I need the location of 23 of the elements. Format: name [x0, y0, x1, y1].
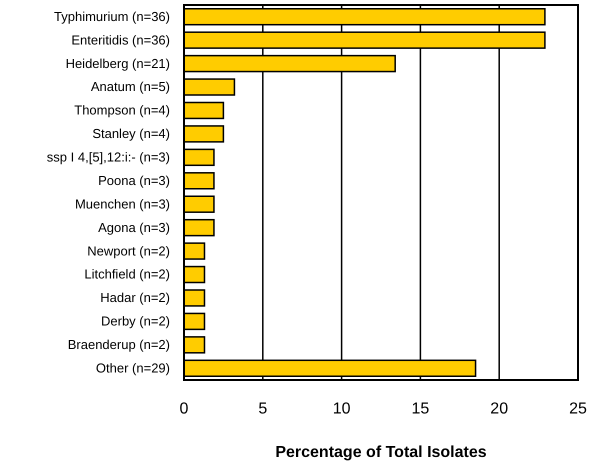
- x-tick-label: 20: [490, 400, 508, 418]
- y-tick-label: Braenderup (n=2): [68, 337, 170, 352]
- y-tick-label: Hadar (n=2): [100, 290, 170, 306]
- x-tick-label: 10: [332, 400, 351, 418]
- x-axis-title: Percentage of Total Isolates: [275, 444, 487, 461]
- y-tick-label: Anatum (n=5): [90, 79, 170, 94]
- y-tick-label: ssp I 4,[5],12:i:- (n=3): [46, 150, 170, 165]
- y-tick-label: Newport (n=2): [87, 243, 170, 258]
- x-tick-label: 25: [569, 400, 587, 418]
- y-tick-label: Poona (n=3): [98, 172, 170, 188]
- y-tick-label: Thompson (n=4): [74, 102, 170, 118]
- y-tick-label: Litchfield (n=2): [84, 266, 170, 282]
- y-tick-label: Typhimurium (n=36): [54, 8, 170, 24]
- x-tick-label: 15: [412, 400, 430, 418]
- x-tick-label: 5: [258, 400, 268, 418]
- y-tick-label: Other (n=29): [96, 360, 170, 376]
- y-tick-label: Muenchen (n=3): [74, 196, 170, 212]
- x-tick-label: 0: [180, 400, 189, 418]
- y-tick-label: Heidelberg (n=21): [66, 56, 170, 71]
- y-tick-label: Stanley (n=4): [92, 126, 170, 142]
- y-tick-label: Derby (n=2): [101, 314, 170, 329]
- y-tick-label: Enteritidis (n=36): [71, 32, 170, 48]
- y-tick-label: Agona (n=3): [98, 220, 170, 235]
